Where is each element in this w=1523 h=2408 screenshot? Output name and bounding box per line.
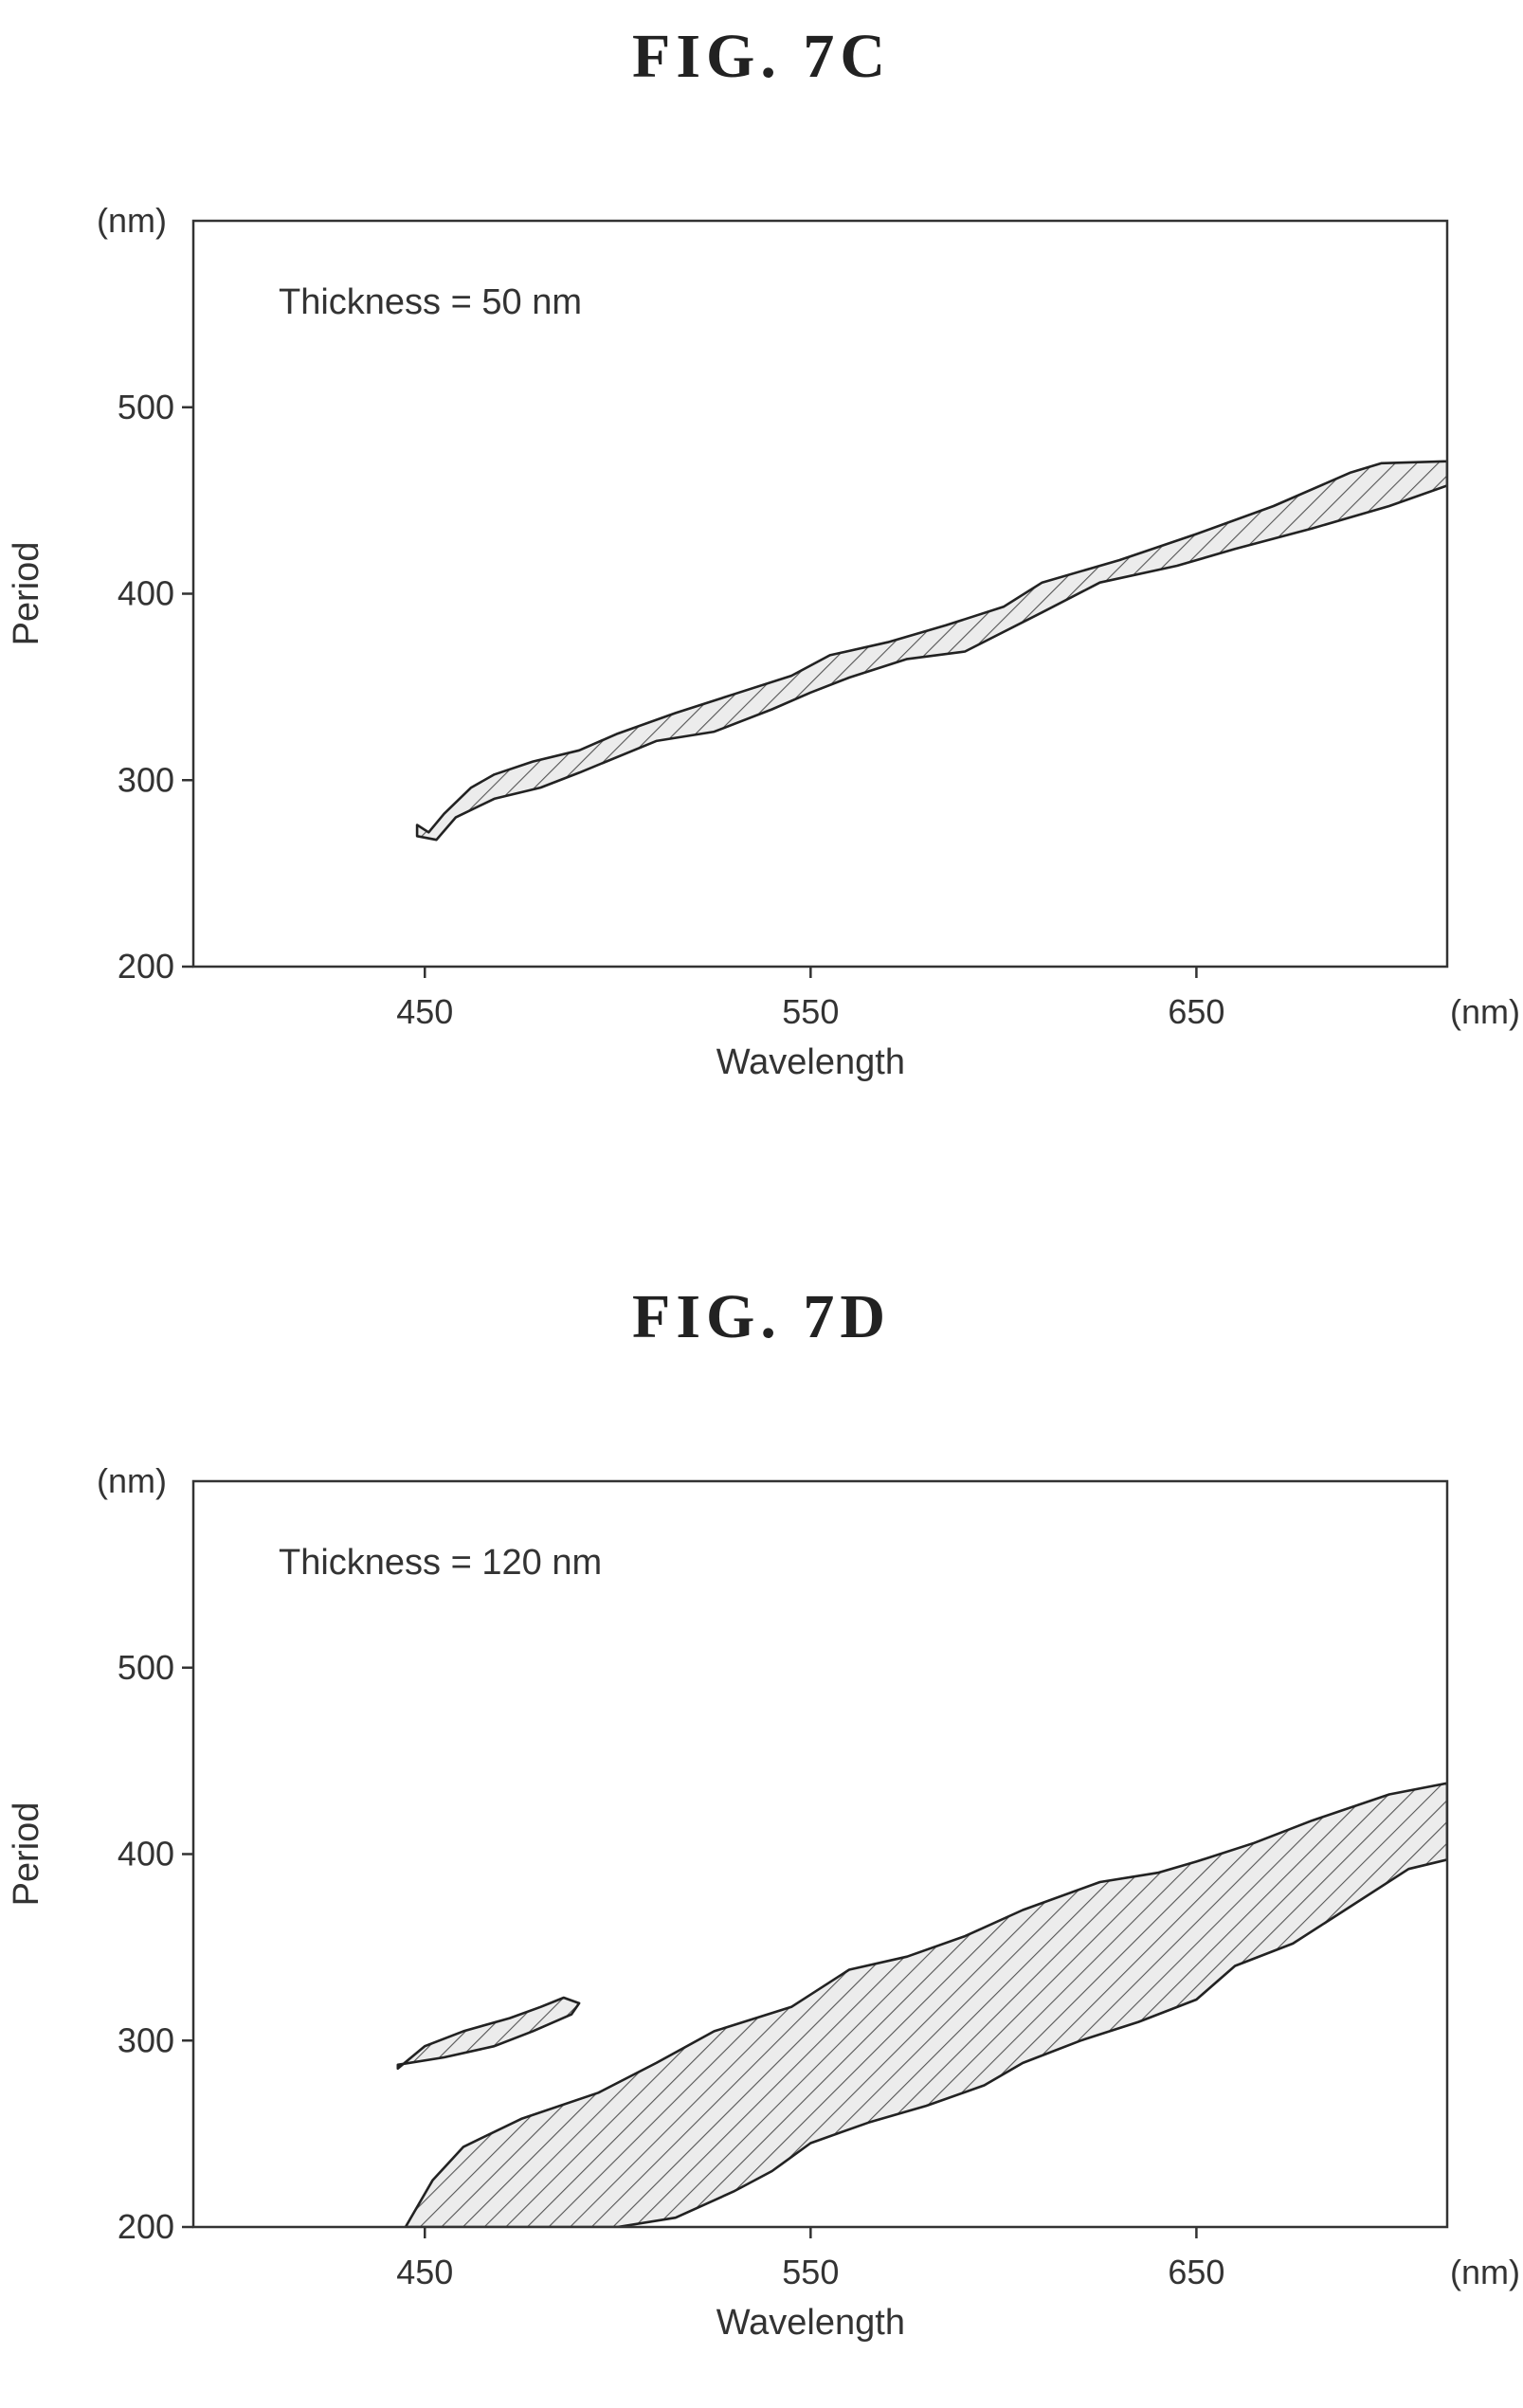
y-tick-label: 300 <box>118 2020 174 2059</box>
y-axis-label: Period <box>7 542 46 646</box>
region-2 <box>404 1782 1447 2227</box>
region-1 <box>396 1996 581 2071</box>
thickness-annotation: Thickness = 50 nm <box>279 282 582 322</box>
y-axis-label: Period <box>7 1802 46 1907</box>
x-tick-label: 450 <box>396 2253 453 2291</box>
y-tick-label: 500 <box>118 1648 174 1687</box>
figure-title-7d: FIG. 7D <box>632 1282 891 1351</box>
y-tick-label: 300 <box>118 760 174 799</box>
x-axis-label: Wavelength <box>716 2303 905 2343</box>
x-tick-label: 650 <box>1168 2253 1224 2291</box>
x-tick-label: 650 <box>1168 992 1224 1031</box>
y-tick-label: 200 <box>118 2207 174 2246</box>
chart-7d: 200 300 400 500 450 550 650 (nm) (nm) Wavelength P… <box>7 1461 1520 2343</box>
figure-title-7c: FIG. 7C <box>632 22 891 91</box>
x-tick-label: 450 <box>396 992 453 1031</box>
plot-frame <box>191 219 1449 969</box>
y-tick-label: 400 <box>118 574 174 613</box>
region-1 <box>415 460 1447 842</box>
chart-7c: 200 300 400 500 450 550 650 (nm) (nm) Wavelength P… <box>7 201 1520 1082</box>
y-tick-label: 500 <box>118 388 174 426</box>
x-tick-label: 550 <box>782 2253 839 2291</box>
y-tick-label: 200 <box>118 947 174 986</box>
x-axis-label: Wavelength <box>716 1042 905 1082</box>
y-axis-unit: (nm) <box>97 1461 167 1500</box>
y-tick-label: 400 <box>118 1835 174 1874</box>
y-axis-unit: (nm) <box>97 201 167 240</box>
thickness-annotation: Thickness = 120 nm <box>279 1543 602 1583</box>
x-axis-unit: (nm) <box>1450 2253 1520 2291</box>
x-axis-unit: (nm) <box>1450 992 1520 1031</box>
x-tick-label: 550 <box>782 992 839 1031</box>
